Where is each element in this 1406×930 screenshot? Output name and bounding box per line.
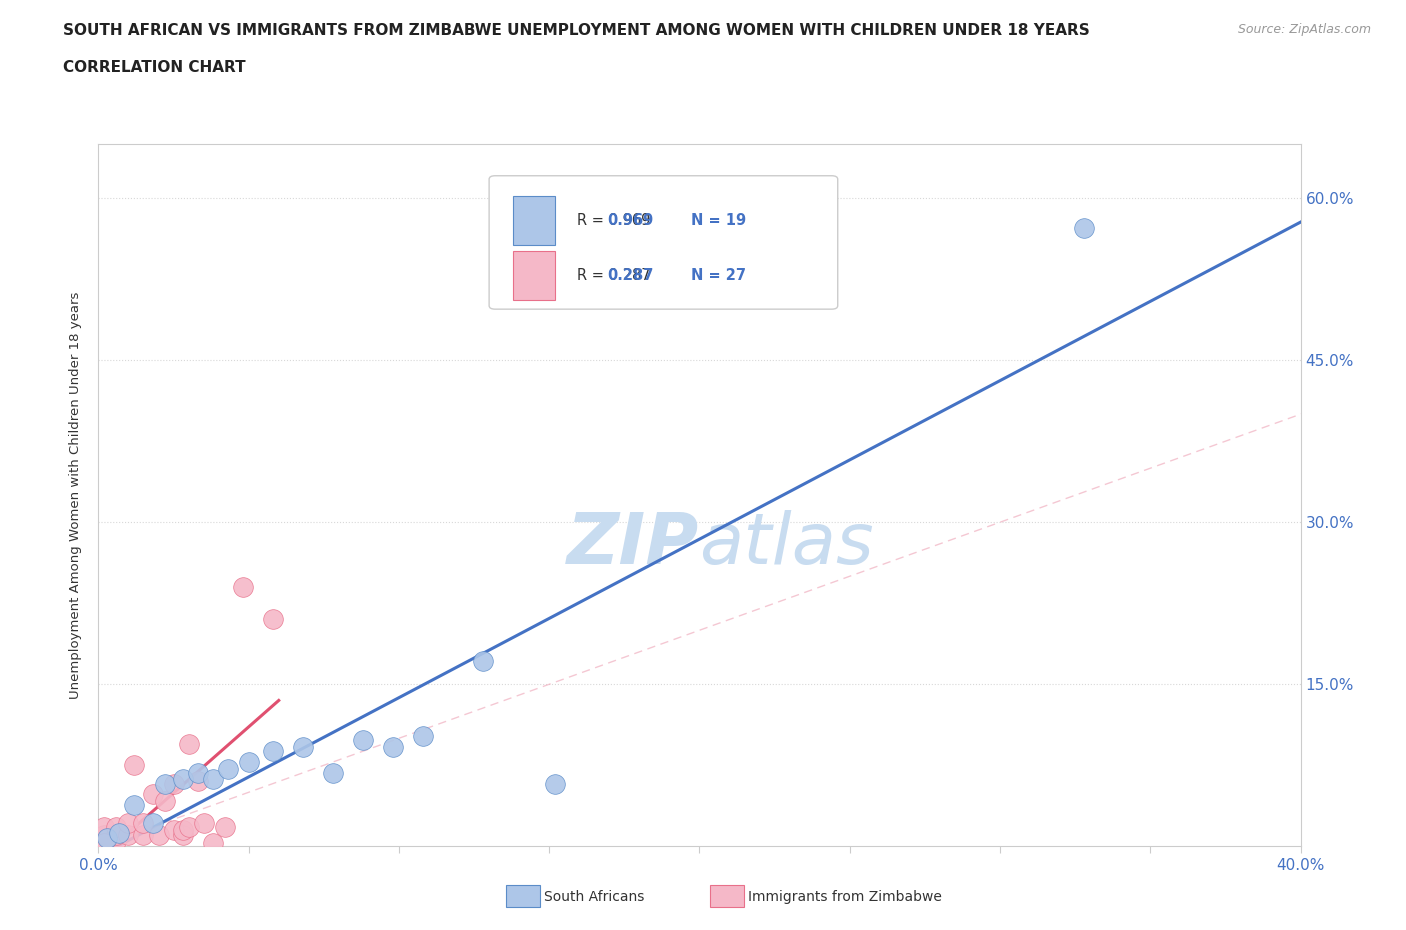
Text: SOUTH AFRICAN VS IMMIGRANTS FROM ZIMBABWE UNEMPLOYMENT AMONG WOMEN WITH CHILDREN: SOUTH AFRICAN VS IMMIGRANTS FROM ZIMBABW… xyxy=(63,23,1090,38)
Point xyxy=(108,826,131,841)
Point xyxy=(124,758,146,773)
Point xyxy=(544,777,567,791)
Point xyxy=(153,793,176,808)
Point xyxy=(105,819,128,834)
Point xyxy=(1073,221,1095,236)
Point xyxy=(262,744,284,759)
Point xyxy=(177,819,200,834)
Text: atlas: atlas xyxy=(700,510,875,578)
Point xyxy=(217,761,239,776)
Point xyxy=(381,739,404,754)
Point xyxy=(177,737,200,751)
Text: R = 0.287: R = 0.287 xyxy=(576,269,651,284)
Text: Source: ZipAtlas.com: Source: ZipAtlas.com xyxy=(1237,23,1371,36)
Text: CORRELATION CHART: CORRELATION CHART xyxy=(63,60,246,75)
Point xyxy=(96,830,118,845)
Text: Immigrants from Zimbabwe: Immigrants from Zimbabwe xyxy=(748,889,942,904)
Text: 0.969: 0.969 xyxy=(607,213,654,228)
Point xyxy=(117,828,139,843)
Point xyxy=(352,733,374,748)
Point xyxy=(238,754,260,769)
Text: N = 27: N = 27 xyxy=(692,269,747,284)
Point xyxy=(141,787,163,802)
Point xyxy=(232,579,254,594)
Point xyxy=(472,653,495,668)
Point xyxy=(214,819,236,834)
Point xyxy=(187,765,209,780)
Text: ZIP: ZIP xyxy=(567,510,700,578)
Point xyxy=(148,828,170,843)
Point xyxy=(141,815,163,830)
Point xyxy=(93,828,115,843)
Point xyxy=(187,774,209,789)
Point xyxy=(117,815,139,830)
FancyBboxPatch shape xyxy=(513,251,555,300)
Point xyxy=(322,765,344,780)
Point xyxy=(93,833,115,848)
Point xyxy=(105,828,128,843)
Text: 0.287: 0.287 xyxy=(607,269,654,284)
Point xyxy=(193,815,215,830)
Point xyxy=(93,819,115,834)
Point xyxy=(291,739,314,754)
Point xyxy=(201,772,224,787)
Text: N = 19: N = 19 xyxy=(692,213,747,228)
Point xyxy=(93,836,115,851)
Point xyxy=(153,777,176,791)
Point xyxy=(262,612,284,627)
Point xyxy=(162,823,184,838)
Y-axis label: Unemployment Among Women with Children Under 18 years: Unemployment Among Women with Children U… xyxy=(69,291,83,699)
Point xyxy=(172,828,194,843)
Point xyxy=(124,798,146,813)
Point xyxy=(132,828,155,843)
Point xyxy=(201,836,224,851)
Text: South Africans: South Africans xyxy=(544,889,644,904)
Point xyxy=(172,772,194,787)
Point xyxy=(412,729,434,744)
Point xyxy=(172,823,194,838)
Point xyxy=(132,815,155,830)
FancyBboxPatch shape xyxy=(489,176,838,309)
Point xyxy=(105,833,128,848)
Text: R = 0.969: R = 0.969 xyxy=(576,213,650,228)
Point xyxy=(162,777,184,791)
FancyBboxPatch shape xyxy=(513,195,555,245)
